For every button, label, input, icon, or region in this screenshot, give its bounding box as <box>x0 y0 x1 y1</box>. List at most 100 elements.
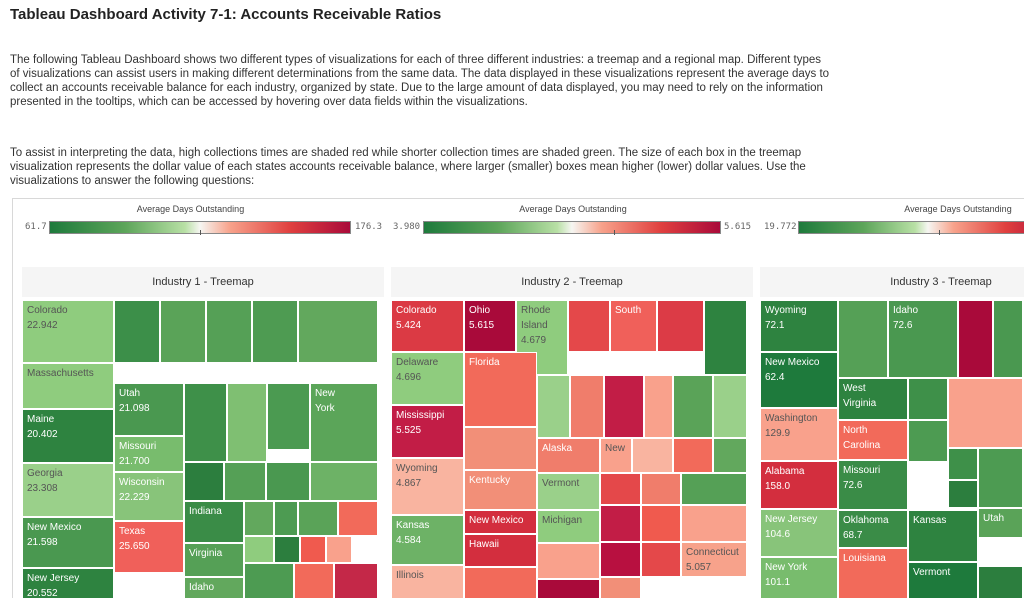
treemap-cell[interactable] <box>310 462 378 501</box>
treemap-cell[interactable] <box>978 566 1023 598</box>
treemap-cell[interactable]: Wyoming 72.1 <box>760 300 838 352</box>
treemap-cell[interactable]: New Jersey 104.6 <box>760 509 838 557</box>
treemap-cell[interactable] <box>300 536 326 563</box>
treemap-cell[interactable] <box>537 375 570 438</box>
treemap-cell[interactable]: Louisiana <box>838 548 908 598</box>
treemap-cell[interactable]: Florida <box>464 352 537 427</box>
treemap-cell[interactable]: Georgia 23.308 <box>22 463 114 517</box>
treemap-cell[interactable]: South <box>610 300 657 352</box>
treemap-cell[interactable]: Alaska <box>537 438 600 473</box>
treemap-cell[interactable] <box>641 473 681 505</box>
treemap-cell[interactable]: Utah 21.098 <box>114 383 184 436</box>
treemap-cell[interactable] <box>298 501 338 536</box>
treemap-cell[interactable] <box>908 378 948 420</box>
treemap-cell[interactable]: Ohio 5.615 <box>464 300 516 352</box>
treemap-cell[interactable] <box>206 300 252 363</box>
treemap-cell[interactable] <box>673 375 713 438</box>
treemap-cell[interactable] <box>244 536 274 563</box>
treemap-cell[interactable] <box>570 375 604 438</box>
treemap-cell[interactable]: Massachusetts <box>22 363 114 409</box>
treemap-cell[interactable]: Alabama 158.0 <box>760 461 838 509</box>
treemap-industry-1[interactable]: Colorado 22.942 Massachusetts Utah 21.098 N… <box>22 300 378 598</box>
treemap-cell[interactable] <box>184 383 227 462</box>
treemap-cell[interactable]: Missouri 72.6 <box>838 460 908 510</box>
treemap-cell[interactable]: Vermont <box>537 473 600 510</box>
treemap-cell[interactable] <box>338 501 378 536</box>
treemap-cell[interactable] <box>537 579 600 598</box>
treemap-cell[interactable]: New Mexico 21.598 <box>22 517 114 568</box>
treemap-cell[interactable] <box>244 501 274 536</box>
treemap-cell[interactable]: Wisconsin 22.229 <box>114 472 184 521</box>
treemap-cell[interactable] <box>993 300 1023 378</box>
treemap-cell[interactable]: Mississippi 5.525 <box>391 405 464 458</box>
treemap-cell[interactable] <box>464 567 537 598</box>
treemap-cell[interactable] <box>948 448 978 480</box>
treemap-cell[interactable]: Michigan <box>537 510 600 543</box>
treemap-cell[interactable]: Delaware 4.696 <box>391 352 464 405</box>
treemap-cell[interactable]: New Mexico <box>464 510 537 534</box>
treemap-cell[interactable] <box>948 480 978 508</box>
treemap-cell[interactable] <box>252 300 298 363</box>
treemap-cell[interactable] <box>713 375 747 438</box>
treemap-cell[interactable] <box>632 438 673 473</box>
treemap-cell[interactable]: West Virginia <box>838 378 908 420</box>
treemap-cell[interactable]: Texas 25.650 <box>114 521 184 573</box>
treemap-cell[interactable]: Maine 20.402 <box>22 409 114 463</box>
legend-industry-2[interactable]: Average Days Outstanding 3.980 5.615 <box>383 199 763 239</box>
treemap-cell[interactable]: Indiana <box>184 501 244 543</box>
treemap-cell[interactable] <box>326 536 352 563</box>
treemap-cell[interactable]: Wyoming 4.867 <box>391 458 464 515</box>
treemap-cell[interactable] <box>334 563 378 598</box>
treemap-cell[interactable]: Missouri 21.700 <box>114 436 184 472</box>
tableau-dashboard[interactable]: Average Days Outstanding 61.7 176.3 Aver… <box>12 198 1024 598</box>
treemap-cell[interactable] <box>681 505 747 542</box>
treemap-cell[interactable]: North Carolina <box>838 420 908 460</box>
treemap-industry-3[interactable]: Wyoming 72.1 Idaho 72.6 New Mexico 62.4 Wes… <box>760 300 1024 598</box>
treemap-cell[interactable] <box>657 300 704 352</box>
treemap-cell[interactable] <box>673 438 713 473</box>
treemap-cell[interactable] <box>267 383 310 450</box>
treemap-cell[interactable] <box>948 378 1023 448</box>
treemap-cell[interactable]: Oklahoma 68.7 <box>838 510 908 548</box>
treemap-cell[interactable]: Vermont <box>908 562 978 598</box>
treemap-cell[interactable] <box>224 462 266 501</box>
treemap-cell[interactable]: Virginia <box>184 543 244 577</box>
treemap-cell[interactable]: Kansas <box>908 510 978 562</box>
treemap-cell[interactable]: Utah <box>978 508 1023 538</box>
treemap-industry-2[interactable]: Colorado 5.424 Ohio 5.615 Rhode Island 4.6… <box>391 300 747 598</box>
treemap-cell[interactable]: Colorado 22.942 <box>22 300 114 363</box>
treemap-cell[interactable]: New York <box>310 383 378 462</box>
treemap-cell[interactable]: New Mexico 62.4 <box>760 352 838 408</box>
legend-industry-1[interactable]: Average Days Outstanding 61.7 176.3 <box>13 199 383 239</box>
treemap-cell[interactable]: Washington 129.9 <box>760 408 838 461</box>
treemap-cell[interactable]: Hawaii <box>464 534 537 567</box>
treemap-cell[interactable] <box>160 300 206 363</box>
treemap-cell[interactable] <box>641 542 681 577</box>
treemap-cell[interactable]: New Jersey 20.552 <box>22 568 114 598</box>
treemap-cell[interactable] <box>704 300 747 375</box>
treemap-cell[interactable] <box>568 300 610 352</box>
treemap-cell[interactable]: New <box>600 438 632 473</box>
treemap-cell[interactable] <box>838 300 888 378</box>
treemap-cell[interactable]: Idaho <box>184 577 244 598</box>
treemap-cell[interactable]: Kentucky <box>464 470 537 510</box>
treemap-cell[interactable] <box>600 577 641 598</box>
treemap-cell[interactable] <box>227 383 267 462</box>
treemap-cell[interactable] <box>114 300 160 363</box>
treemap-cell[interactable] <box>958 300 993 378</box>
treemap-cell[interactable] <box>713 438 747 473</box>
treemap-cell[interactable] <box>274 501 298 536</box>
treemap-cell[interactable] <box>641 505 681 542</box>
treemap-cell[interactable] <box>184 462 224 501</box>
treemap-cell[interactable] <box>908 420 948 462</box>
treemap-cell[interactable] <box>294 563 334 598</box>
treemap-cell[interactable]: Kansas 4.584 <box>391 515 464 565</box>
treemap-cell[interactable] <box>600 542 641 577</box>
treemap-cell[interactable]: Illinois <box>391 565 464 598</box>
treemap-cell[interactable] <box>600 473 641 505</box>
treemap-cell[interactable]: Idaho 72.6 <box>888 300 958 378</box>
treemap-cell[interactable] <box>604 375 644 438</box>
treemap-cell[interactable] <box>681 473 747 505</box>
treemap-cell[interactable]: Connecticut 5.057 <box>681 542 747 577</box>
treemap-cell[interactable] <box>600 505 641 542</box>
